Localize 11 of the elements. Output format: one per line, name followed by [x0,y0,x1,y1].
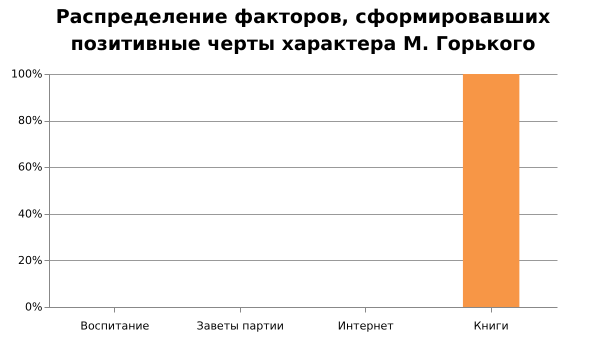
x-tick-label: Книги [474,320,509,332]
x-tick-label: Интернет [338,320,394,332]
y-tick-label: 100% [11,68,42,80]
y-tick-label: 60% [18,160,42,174]
y-tick-label: 0% [25,300,42,314]
y-tick-label: 20% [18,254,42,267]
y-tick-label: 40% [18,207,42,220]
chart-title: Распределение факторов, сформировавших позитивные черты характера М. Горького [56,6,550,55]
y-tick-label: 80% [18,114,42,128]
x-tick-label: Заветы партии [196,320,284,332]
x-tick-label: Воспитание [80,320,150,332]
